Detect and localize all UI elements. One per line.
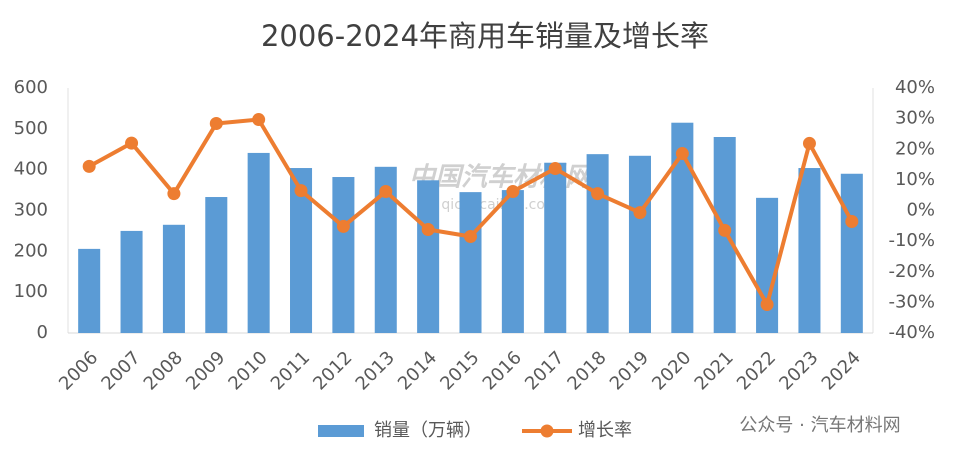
y2-tick-label: 20% [895,138,935,159]
line-marker [209,117,223,131]
bar [332,177,355,333]
chart-title: 2006-2024年商用车销量及增长率 [261,19,709,53]
line-marker [845,215,859,229]
x-tick-label: 2018 [563,347,610,394]
x-tick-label: 2023 [775,347,822,394]
line-marker [633,206,647,220]
bar [586,154,609,333]
x-tick-label: 2008 [140,347,187,394]
bar [628,155,651,333]
x-tick-label: 2020 [648,347,695,394]
legend-swatch [540,424,554,438]
bar [417,180,440,333]
line-marker [591,187,605,201]
line-marker [336,219,350,233]
y-tick-label: 500 [14,118,48,139]
y2-tick-label: 0% [906,200,935,221]
y2-tick-label: -30% [888,291,935,312]
y2-tick-label: 30% [895,108,935,129]
bar [544,162,567,333]
legend-swatch [318,425,364,437]
line-marker [718,223,732,237]
bar [120,230,143,333]
x-tick-label: 2021 [691,347,738,394]
bar [840,173,863,333]
x-tick-label: 2012 [309,347,356,394]
x-tick-label: 2019 [606,347,653,394]
bar [756,197,779,333]
source: 公众号 · 汽车材料网 [739,415,900,436]
y2-tick-label: -20% [888,261,935,282]
bar [205,197,228,333]
line-marker [675,147,689,161]
bar [374,166,397,333]
y-tick-label: 100 [14,281,48,302]
y2-tick-label: 10% [895,169,935,190]
line-marker [82,159,96,173]
y-tick-label: 300 [14,200,48,221]
line-marker [294,184,308,198]
y-tick-label: 400 [14,159,48,180]
x-tick-label: 2014 [394,347,441,394]
x-tick-label: 2013 [352,347,399,394]
y2-tick-label: 40% [895,77,935,98]
bar [798,168,821,333]
bar [290,168,313,333]
bar [459,192,482,333]
x-tick-label: 2006 [55,347,102,394]
line-marker [506,185,520,199]
x-tick-label: 2007 [97,347,144,394]
y2-tick-label: -10% [888,230,935,251]
bar [501,190,524,333]
x-tick-label: 2024 [818,347,865,394]
x-tick-label: 2011 [267,347,314,394]
line-marker [167,187,181,201]
y2-tick-label: -40% [888,322,935,343]
line-marker [421,222,435,236]
bar [162,224,185,333]
legend-label: 增长率 [578,420,632,441]
legend-label: 销量（万辆） [374,420,482,441]
bar [671,122,694,333]
bar [78,248,101,333]
x-tick-label: 2015 [436,347,483,394]
x-tick-label: 2016 [479,347,526,394]
y-tick-label: 0 [37,322,48,343]
line-marker [464,230,477,244]
x-tick-label: 2022 [733,347,780,394]
line-marker [802,136,816,150]
x-tick-label: 2017 [521,347,568,394]
x-tick-label: 2010 [224,347,271,394]
y-tick-label: 200 [14,240,48,261]
line-marker [252,113,266,127]
y-tick-label: 600 [14,77,48,98]
line-marker [760,298,774,312]
x-tick-label: 2009 [182,347,229,394]
line-marker [548,162,562,176]
line-marker [379,185,393,199]
bar [247,152,270,333]
line-marker [125,136,139,150]
